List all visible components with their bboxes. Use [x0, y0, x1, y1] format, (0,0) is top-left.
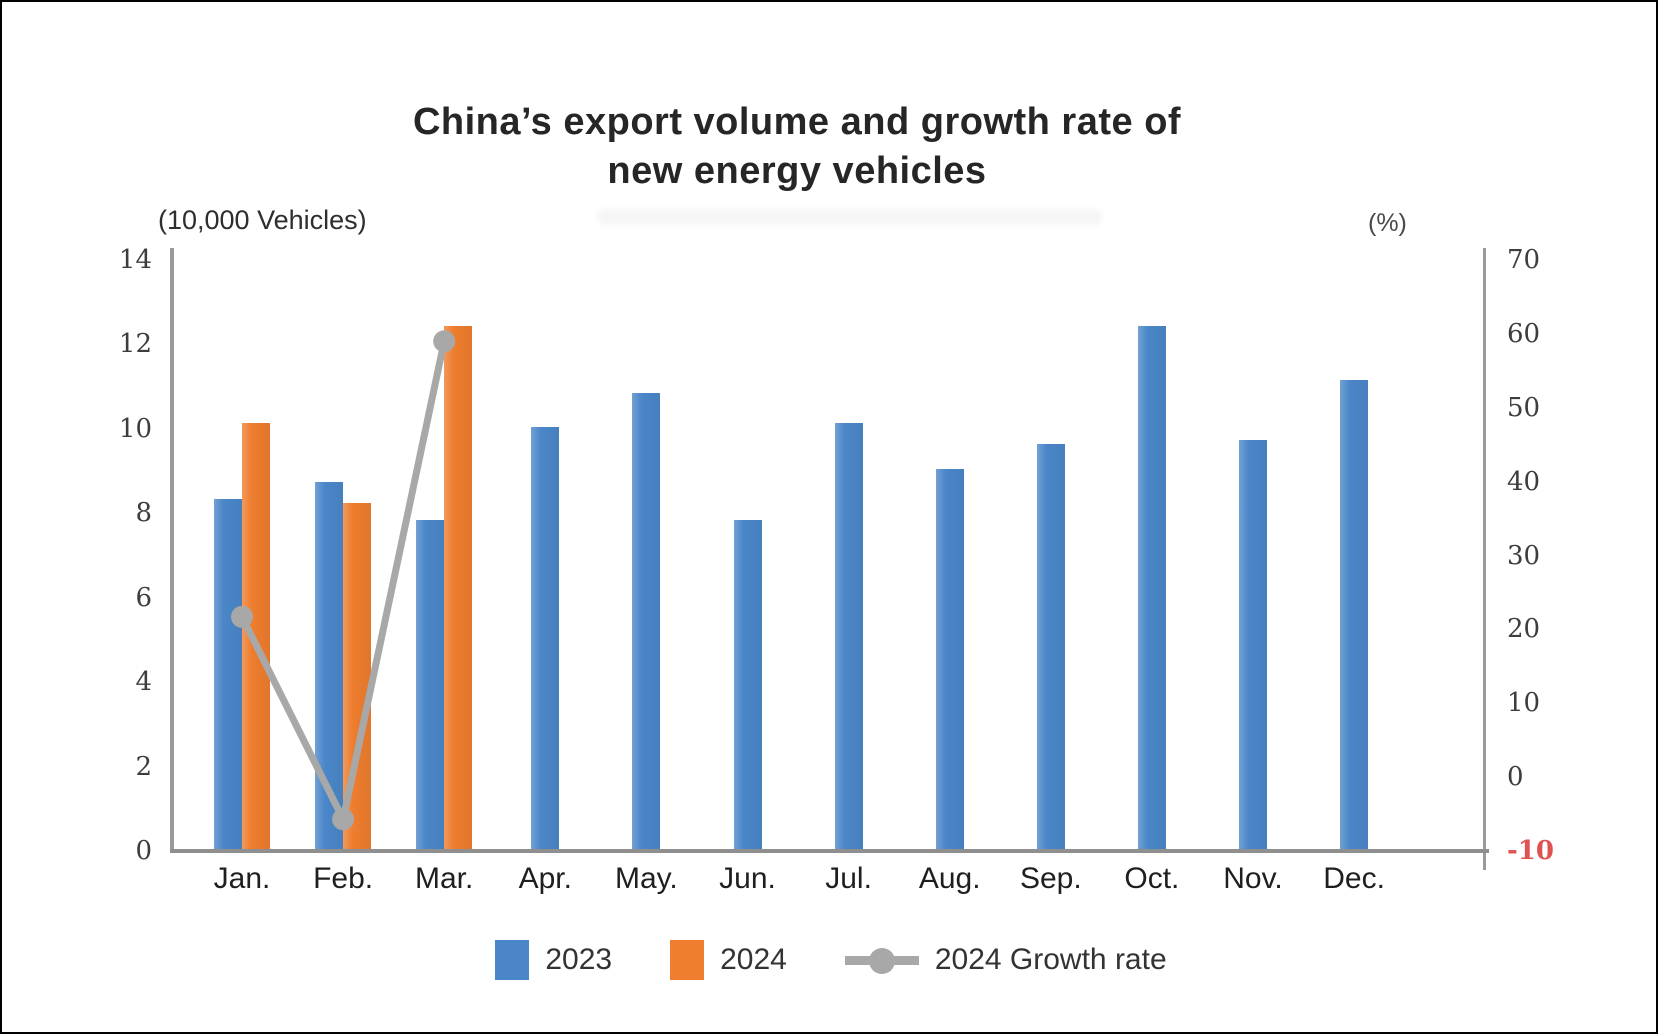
bar-2023-Dec: [1340, 380, 1369, 849]
growth-rate-point-1: [332, 808, 355, 831]
growth-rate-point-0: [231, 605, 253, 628]
legend-swatch-2023-icon: [495, 940, 530, 980]
bar-2023-Jul: [834, 422, 863, 849]
left-axis-unit-label: (10,000 Vehicles): [158, 205, 367, 235]
legend-label-growth-rate: 2024 Growth rate: [934, 943, 1167, 976]
bar-2023-Apr: [531, 426, 560, 849]
legend-line-dot-icon: [844, 940, 919, 980]
x-axis-label-Dec: Dec.: [1323, 862, 1385, 895]
x-axis-label-May: May.: [614, 862, 678, 895]
right-axis-unit-label: (%): [1368, 209, 1407, 237]
x-axis-label-Mar: Mar.: [415, 862, 474, 895]
bar-2024-Jan: [242, 422, 270, 849]
bar-2023-Jan: [214, 498, 242, 849]
bar-2024-Mar: [444, 325, 473, 849]
growth-rate-line: [231, 330, 456, 831]
legend-swatch-2024-icon: [670, 940, 705, 980]
x-axis-label-Oct: Oct.: [1124, 862, 1180, 895]
bar-2023-Sep: [1036, 443, 1065, 849]
x-axis-label-Nov: Nov.: [1223, 862, 1283, 895]
x-axis-label-Jan: Jan.: [213, 862, 271, 895]
left-axis-line: [170, 248, 174, 853]
x-axis-label-Apr: Apr.: [518, 862, 572, 895]
x-axis-label-Jul: Jul.: [825, 862, 872, 895]
growth-rate-point-2: [433, 330, 456, 353]
x-axis-label-Feb: Feb.: [313, 862, 374, 895]
x-axis-label-Sep: Sep.: [1019, 862, 1082, 895]
bar-2023-May: [632, 393, 661, 849]
chart-title: China’s export volume and growth rate of…: [2, 98, 1592, 196]
bar-2023-Aug: [935, 469, 964, 849]
legend-item-growth-rate: 2024 Growth rate: [844, 940, 1167, 980]
chart-legend: 2023 2024 2024 Growth rate: [2, 940, 1656, 980]
faint-watermark: [597, 209, 1102, 225]
legend-label-2023: 2023: [545, 943, 613, 976]
legend-item-2023: 2023: [495, 940, 612, 980]
bar-2023-Oct: [1137, 325, 1166, 849]
bar-2024-Feb: [343, 502, 372, 849]
legend-label-2024: 2024: [720, 943, 787, 976]
plot-area: 0 2 4 6 8 10 12 14 -10 0 10 20 30 40 50 60 70 Jan. Feb. Mar…: [118, 245, 1554, 895]
x-axis-line: [170, 849, 1489, 853]
bar-2023-Mar: [416, 519, 445, 849]
legend-item-2024: 2024: [670, 940, 787, 980]
bar-2023-Nov: [1239, 439, 1267, 849]
chart-title-line2: new energy vehicles: [607, 150, 987, 192]
x-axis-label-Aug: Aug.: [918, 862, 981, 895]
right-axis-line: [1483, 248, 1486, 870]
x-axis-label-Jun: Jun.: [719, 862, 776, 895]
chart-title-line1: China’s export volume and growth rate of: [412, 101, 1182, 143]
bar-2023-Jun: [733, 519, 762, 849]
